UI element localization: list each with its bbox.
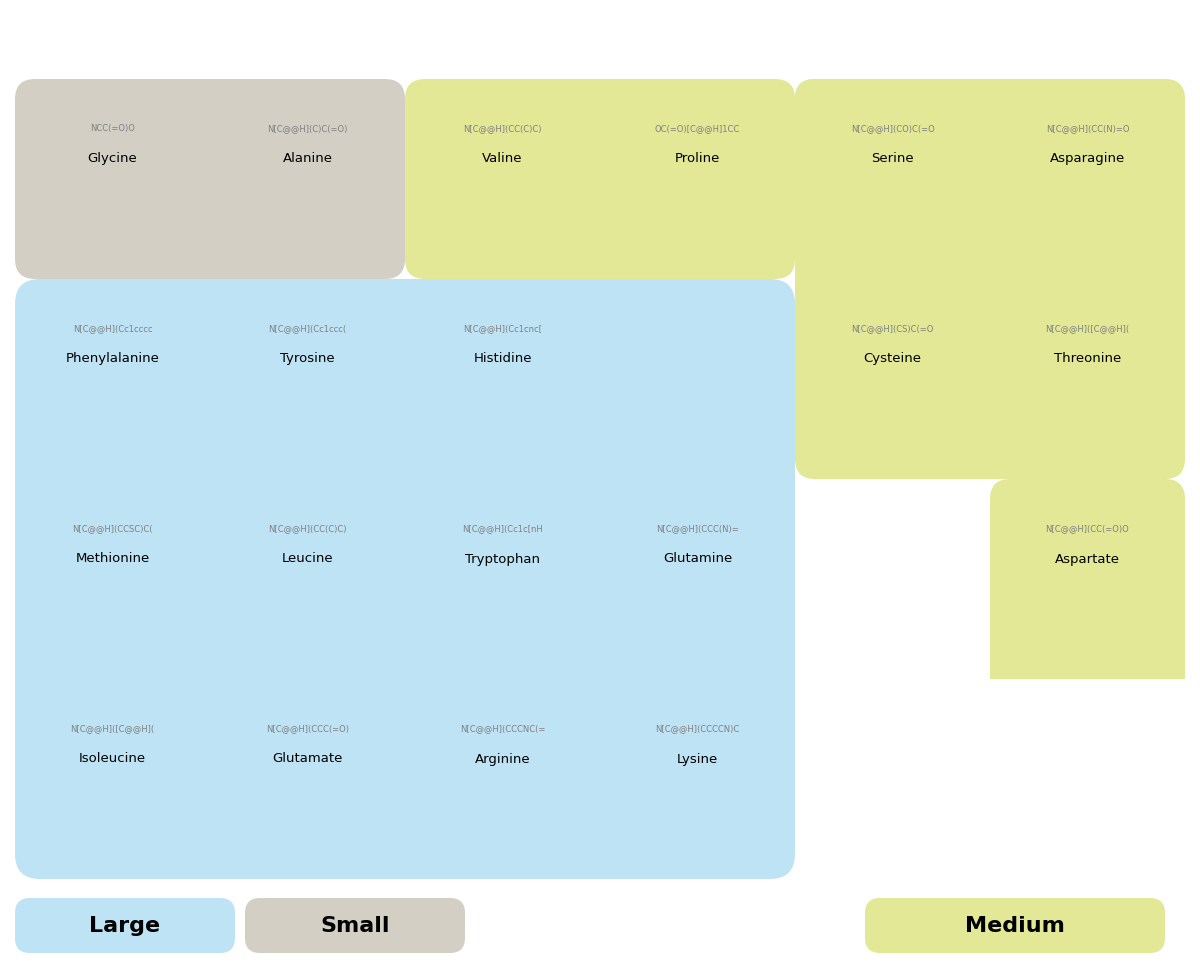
Text: Tyrosine: Tyrosine (280, 353, 335, 365)
Text: N[C@@H](CCCCN)C: N[C@@H](CCCCN)C (655, 725, 739, 733)
Text: NCC(=O)O: NCC(=O)O (90, 125, 134, 134)
Text: N[C@@H](Cc1cnc[: N[C@@H](Cc1cnc[ (463, 325, 542, 333)
FancyBboxPatch shape (406, 79, 794, 279)
Text: Arginine: Arginine (475, 752, 530, 766)
Text: Glutamate: Glutamate (272, 752, 343, 766)
FancyBboxPatch shape (990, 479, 1186, 679)
Text: Alanine: Alanine (282, 153, 332, 165)
Text: Small: Small (320, 916, 390, 935)
Text: N[C@@H](CCC(=O): N[C@@H](CCC(=O) (266, 725, 349, 733)
FancyBboxPatch shape (796, 79, 1186, 479)
Text: N[C@@H](Cc1ccc(: N[C@@H](Cc1ccc( (269, 325, 347, 333)
Text: N[C@@H](Cc1cccc: N[C@@H](Cc1cccc (73, 325, 152, 333)
Text: Asparagine: Asparagine (1050, 153, 1126, 165)
Text: N[C@@H](CC(=O)O: N[C@@H](CC(=O)O (1045, 525, 1129, 533)
Text: Medium: Medium (965, 916, 1064, 935)
FancyBboxPatch shape (14, 279, 796, 879)
Text: Tryptophan: Tryptophan (466, 553, 540, 565)
Text: N[C@@H](CC(C)C): N[C@@H](CC(C)C) (269, 525, 347, 533)
Text: N[C@@H](CCCNC(=: N[C@@H](CCCNC(= (460, 725, 545, 733)
FancyBboxPatch shape (245, 898, 466, 953)
Text: N[C@@H]([C@@H](: N[C@@H]([C@@H]( (1045, 325, 1129, 333)
Text: Proline: Proline (674, 153, 720, 165)
Text: Isoleucine: Isoleucine (79, 752, 146, 766)
Text: N[C@@H](CS)C(=O: N[C@@H](CS)C(=O (851, 325, 934, 333)
Text: N[C@@H](CC(C)C): N[C@@H](CC(C)C) (463, 125, 541, 134)
Text: Threonine: Threonine (1054, 353, 1121, 365)
Text: Histidine: Histidine (473, 353, 532, 365)
FancyBboxPatch shape (796, 79, 990, 279)
Text: N[C@@H](CO)C(=O: N[C@@H](CO)C(=O (851, 125, 935, 134)
Text: Valine: Valine (482, 153, 523, 165)
Text: N[C@@H](CCC(N)=: N[C@@H](CCC(N)= (656, 525, 739, 533)
Text: Lysine: Lysine (677, 752, 718, 766)
Text: OC(=O)[C@@H]1CC: OC(=O)[C@@H]1CC (655, 125, 740, 134)
Text: Phenylalanine: Phenylalanine (66, 353, 160, 365)
Text: Large: Large (90, 916, 161, 935)
Text: N[C@@H](C)C(=O): N[C@@H](C)C(=O) (268, 125, 348, 134)
Text: N[C@@H](CC(N)=O: N[C@@H](CC(N)=O (1045, 125, 1129, 134)
Text: Leucine: Leucine (282, 553, 334, 565)
FancyBboxPatch shape (14, 898, 235, 953)
FancyBboxPatch shape (14, 79, 406, 279)
Text: Aspartate: Aspartate (1055, 553, 1120, 565)
FancyBboxPatch shape (865, 898, 1165, 953)
Text: Methionine: Methionine (76, 553, 150, 565)
Text: N[C@@H](Cc1c[nH: N[C@@H](Cc1c[nH (462, 525, 542, 533)
Text: Glutamine: Glutamine (662, 553, 732, 565)
Text: Cysteine: Cysteine (864, 353, 922, 365)
Text: Glycine: Glycine (88, 153, 137, 165)
Bar (990, 649, 1186, 679)
Text: Serine: Serine (871, 153, 914, 165)
Text: N[C@@H]([C@@H](: N[C@@H]([C@@H]( (71, 725, 155, 733)
Text: N[C@@H](CCSC)C(: N[C@@H](CCSC)C( (72, 525, 152, 533)
